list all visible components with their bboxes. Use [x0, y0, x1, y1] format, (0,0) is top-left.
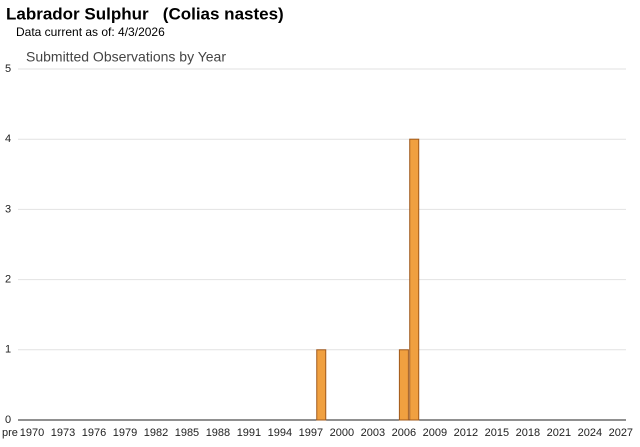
x-tick-label: 2021 [547, 427, 571, 439]
x-tick-label: 2012 [454, 427, 478, 439]
x-tick-label: 2000 [330, 427, 354, 439]
x-tick-label: 1979 [113, 427, 137, 439]
x-tick-label: 2027 [609, 427, 633, 439]
bar [316, 349, 327, 421]
x-tick-label: 1985 [175, 427, 199, 439]
y-tick-label: 3 [5, 203, 11, 215]
x-tick-label: 1994 [268, 427, 292, 439]
bar [409, 138, 420, 421]
chart-title: Submitted Observations by Year [26, 49, 226, 65]
x-tick-label: 1973 [51, 427, 75, 439]
x-tick-label: 1988 [206, 427, 230, 439]
x-tick-label: 2015 [485, 427, 509, 439]
x-tick-label: 1976 [82, 427, 106, 439]
x-tick-label: 2003 [361, 427, 385, 439]
y-tick-label: 0 [5, 414, 11, 426]
y-tick-label: 5 [5, 63, 11, 75]
x-tick-label: 2006 [392, 427, 416, 439]
x-tick-label: 1970 [20, 427, 44, 439]
x-tick-label: 1982 [144, 427, 168, 439]
x-tick-label: 2009 [423, 427, 447, 439]
page-title: Labrador Sulphur (Colias nastes) [6, 4, 284, 23]
x-tick-label: 2024 [578, 427, 602, 439]
y-tick-label: 1 [5, 344, 11, 356]
x-tick-label: 1997 [299, 427, 323, 439]
y-tick-label: 2 [5, 274, 11, 286]
bar [398, 349, 409, 421]
y-tick-label: 4 [5, 133, 11, 145]
x-tick-label: pre [2, 427, 18, 439]
x-tick-label: 2018 [516, 427, 540, 439]
data-date: Data current as of: 4/3/2026 [16, 25, 165, 39]
x-tick-label: 1991 [237, 427, 261, 439]
